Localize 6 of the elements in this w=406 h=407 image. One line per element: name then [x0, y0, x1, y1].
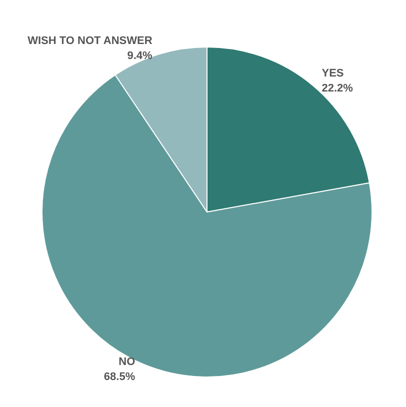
slice-label: WISH TO NOT ANSWER [28, 34, 152, 47]
data-label: 68.5% [104, 370, 136, 383]
data-label: 22.2% [322, 82, 354, 94]
slice-label: YES [322, 67, 344, 80]
data-label: 9.4% [127, 50, 152, 62]
slice-label: NO [118, 356, 136, 368]
